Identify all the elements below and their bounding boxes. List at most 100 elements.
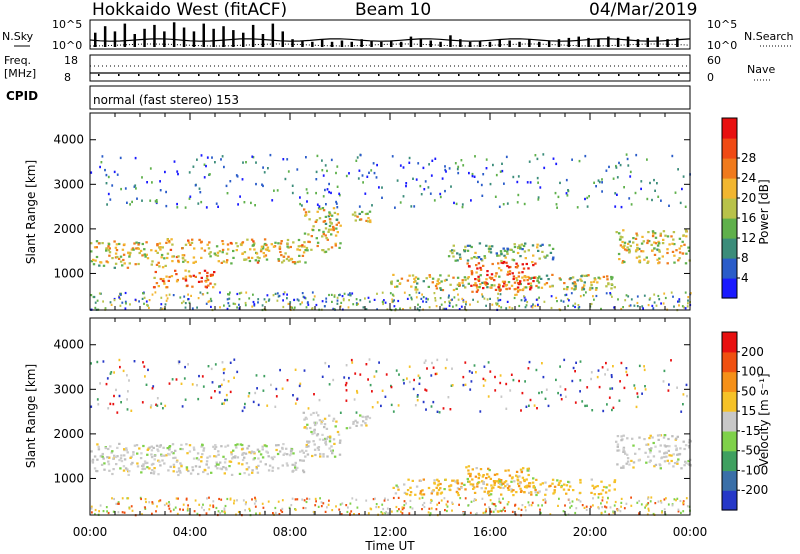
scatter-cell <box>223 378 225 382</box>
scatter-cell <box>390 403 393 407</box>
ground-scatter-cell <box>172 508 175 511</box>
echo-cell <box>628 250 631 253</box>
scatter-cell <box>598 385 601 389</box>
echo-cell <box>479 266 482 269</box>
echo-cell <box>490 277 493 280</box>
echo-cell <box>122 465 126 468</box>
echo-cell <box>663 434 666 437</box>
ground-scatter-cell <box>244 301 247 305</box>
echo-cell <box>102 264 106 267</box>
echo-cell <box>456 259 459 262</box>
scatter-cell <box>505 155 508 159</box>
echo-cell <box>619 235 622 238</box>
echo-cell <box>324 222 328 225</box>
scatter-cell <box>164 170 166 174</box>
echo-cell <box>516 475 519 478</box>
echo-cell <box>431 490 434 493</box>
echo-cell <box>662 230 666 233</box>
ground-scatter-cell <box>607 496 609 499</box>
echo-cell <box>281 261 284 264</box>
scatter-cell <box>468 370 471 373</box>
echo-cell <box>165 241 168 244</box>
echo-cell <box>289 452 293 455</box>
echo-cell <box>551 478 555 481</box>
echo-cell <box>243 456 246 459</box>
echo-cell <box>177 467 181 470</box>
ground-scatter-cell <box>233 499 236 502</box>
scatter-cell <box>616 193 618 196</box>
echo-cell <box>449 250 452 253</box>
echo-cell <box>471 478 474 481</box>
scatter-cell <box>218 385 220 388</box>
scatter-cell <box>462 164 465 167</box>
echo-cell <box>682 440 685 443</box>
echo-cell <box>653 247 656 250</box>
scatter-cell <box>606 403 608 406</box>
echo-cell <box>277 444 280 447</box>
echo-cell <box>632 237 635 240</box>
ground-scatter-cell <box>131 509 134 512</box>
echo-cell <box>516 286 520 289</box>
scatter-cell <box>677 168 679 171</box>
scatter-cell <box>424 359 427 362</box>
echo-cell <box>322 438 325 441</box>
echo-cell <box>328 437 332 440</box>
echo-cell <box>191 466 194 469</box>
freq-dot <box>158 74 160 76</box>
echo-cell <box>484 283 488 287</box>
scatter-cell <box>450 384 453 387</box>
echo-cell <box>241 443 244 447</box>
ground-scatter-cell <box>119 297 121 300</box>
echo-cell <box>222 455 225 458</box>
echo-cell <box>214 253 217 257</box>
ground-scatter-cell <box>570 504 573 508</box>
echo-cell <box>253 242 256 245</box>
echo-cell <box>635 249 638 252</box>
ground-scatter-cell <box>453 296 456 299</box>
ground-scatter-cell <box>355 303 358 306</box>
colorbar-swatch <box>722 238 737 259</box>
echo-cell <box>225 261 228 264</box>
ground-scatter-cell <box>372 498 375 501</box>
echo-cell <box>286 238 290 242</box>
ground-scatter-cell <box>335 505 337 508</box>
echo-cell <box>328 435 332 438</box>
ground-scatter-cell <box>638 499 641 503</box>
ground-scatter-cell <box>397 299 400 303</box>
scatter-cell <box>375 176 378 179</box>
scatter-cell <box>221 361 224 364</box>
scatter-cell <box>90 171 93 174</box>
echo-cell <box>684 262 688 265</box>
echo-cell <box>338 246 341 249</box>
scatter-cell <box>336 165 339 168</box>
echo-cell <box>323 426 326 429</box>
echo-cell <box>618 232 621 235</box>
ground-scatter-cell <box>184 302 187 305</box>
echo-cell <box>233 456 237 459</box>
echo-cell <box>481 480 484 483</box>
scatter-cell <box>574 401 577 404</box>
ground-scatter-cell <box>524 306 527 309</box>
echo-cell <box>331 449 334 452</box>
scatter-cell <box>325 203 327 206</box>
echo-cell <box>470 273 474 276</box>
echo-cell <box>309 413 313 416</box>
echo-cell <box>236 443 239 446</box>
scatter-cell <box>525 405 528 408</box>
echo-cell <box>238 472 242 475</box>
ground-scatter-cell <box>470 500 473 503</box>
echo-cell <box>644 451 647 454</box>
echo-cell <box>302 471 306 474</box>
echo-cell <box>510 284 514 287</box>
freq-left-label-2: [MHz] <box>4 67 36 80</box>
echo-cell <box>405 492 408 495</box>
echo-cell <box>141 467 145 470</box>
ground-scatter-cell <box>421 496 424 499</box>
ground-scatter-cell <box>383 299 385 302</box>
echo-cell <box>534 488 537 491</box>
scatter-cell <box>636 395 639 399</box>
echo-cell <box>569 277 572 280</box>
echo-cell <box>468 265 471 268</box>
echo-cell <box>132 248 135 251</box>
scatter-cell <box>338 192 341 195</box>
